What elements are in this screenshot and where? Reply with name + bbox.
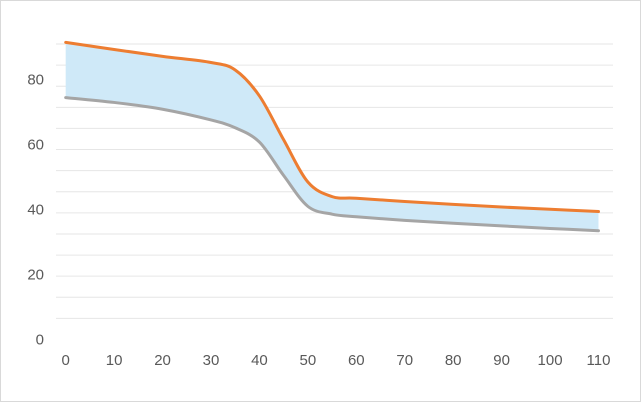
y-axis-ticks: 0 20 40 60 80 <box>27 72 44 349</box>
x-tick-label: 80 <box>445 352 462 369</box>
y-tick-label: 80 <box>27 72 44 89</box>
x-tick-label: 10 <box>106 352 123 369</box>
x-axis-ticks: 0 10 20 30 40 50 60 70 80 90 100 110 <box>62 352 611 369</box>
x-tick-label: 0 <box>62 352 70 369</box>
shaded-band <box>65 42 599 231</box>
y-tick-label: 40 <box>27 202 44 219</box>
x-tick-label: 70 <box>396 352 413 369</box>
upper-series-line <box>64 40 600 214</box>
x-tick-label: 110 <box>587 352 611 369</box>
y-tick-label: 60 <box>27 137 44 154</box>
lower-series-line <box>64 96 600 233</box>
series-lines <box>64 40 600 233</box>
x-tick-label: 20 <box>154 352 171 369</box>
x-tick-label: 90 <box>493 352 510 369</box>
band-fill <box>65 42 599 231</box>
y-tick-label: 20 <box>27 267 44 284</box>
y-tick-label: 0 <box>36 332 44 349</box>
x-tick-label: 40 <box>251 352 268 369</box>
x-tick-label: 100 <box>538 352 563 369</box>
x-tick-label: 60 <box>348 352 365 369</box>
x-tick-label: 30 <box>203 352 220 369</box>
x-tick-label: 50 <box>300 352 317 369</box>
